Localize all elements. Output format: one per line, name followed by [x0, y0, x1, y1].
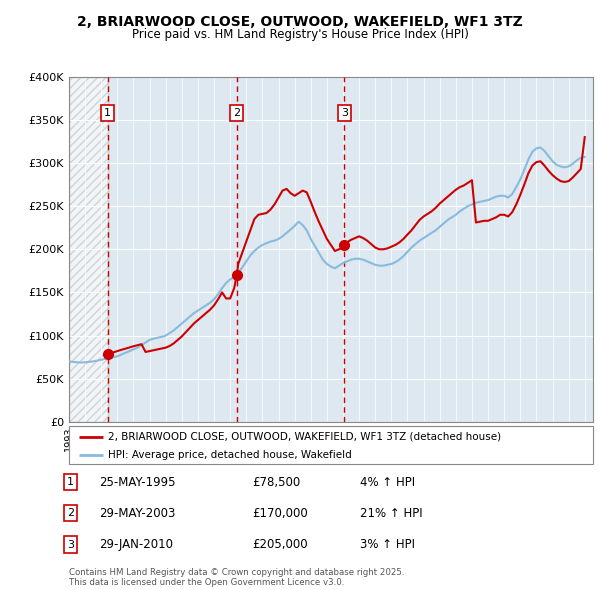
- Text: 2, BRIARWOOD CLOSE, OUTWOOD, WAKEFIELD, WF1 3TZ (detached house): 2, BRIARWOOD CLOSE, OUTWOOD, WAKEFIELD, …: [108, 432, 502, 442]
- Text: 2, BRIARWOOD CLOSE, OUTWOOD, WAKEFIELD, WF1 3TZ: 2, BRIARWOOD CLOSE, OUTWOOD, WAKEFIELD, …: [77, 15, 523, 30]
- Text: £78,500: £78,500: [252, 476, 300, 489]
- Text: HPI: Average price, detached house, Wakefield: HPI: Average price, detached house, Wake…: [108, 450, 352, 460]
- Bar: [69, 77, 107, 422]
- Text: 29-JAN-2010: 29-JAN-2010: [99, 538, 173, 551]
- Text: 3% ↑ HPI: 3% ↑ HPI: [360, 538, 415, 551]
- FancyBboxPatch shape: [69, 426, 593, 464]
- Text: 4% ↑ HPI: 4% ↑ HPI: [360, 476, 415, 489]
- Text: Price paid vs. HM Land Registry's House Price Index (HPI): Price paid vs. HM Land Registry's House …: [131, 28, 469, 41]
- Text: 3: 3: [67, 540, 74, 549]
- Text: 1: 1: [67, 477, 74, 487]
- Text: £205,000: £205,000: [252, 538, 308, 551]
- Text: Contains HM Land Registry data © Crown copyright and database right 2025.: Contains HM Land Registry data © Crown c…: [69, 568, 404, 577]
- Text: £170,000: £170,000: [252, 507, 308, 520]
- Text: 3: 3: [341, 108, 348, 118]
- Text: 2: 2: [67, 509, 74, 518]
- Text: This data is licensed under the Open Government Licence v3.0.: This data is licensed under the Open Gov…: [69, 578, 344, 587]
- Text: 1: 1: [104, 108, 111, 118]
- Text: 29-MAY-2003: 29-MAY-2003: [99, 507, 175, 520]
- Text: 21% ↑ HPI: 21% ↑ HPI: [360, 507, 422, 520]
- Text: 2: 2: [233, 108, 241, 118]
- Text: 25-MAY-1995: 25-MAY-1995: [99, 476, 176, 489]
